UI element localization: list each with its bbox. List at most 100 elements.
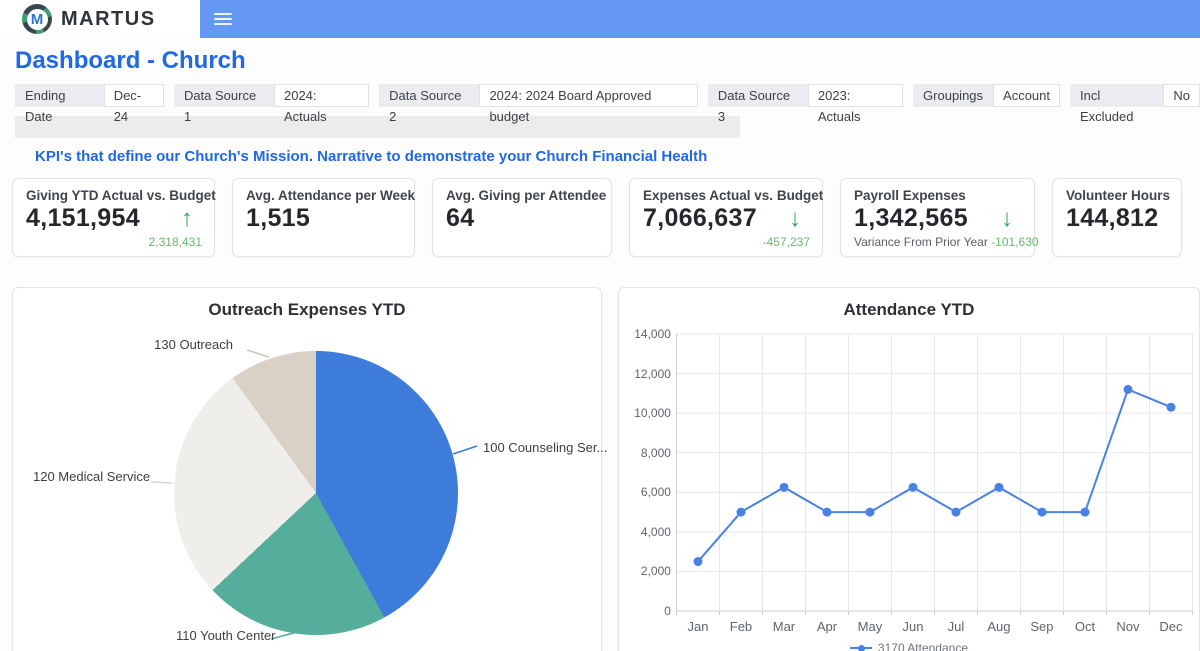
filter-chip-value: 2023: Actuals [808,84,903,107]
x-tick-label: Jul [934,619,978,634]
x-tick-label: Aug [977,619,1021,634]
line-data-point[interactable] [779,483,788,492]
kpi-card: Avg. Giving per Attendee 64 [432,178,612,257]
x-tick-label: Sep [1020,619,1064,634]
y-tick-label: 4,000 [627,525,671,539]
top-bar: M MARTUS [0,0,1200,38]
kpi-row: Giving YTD Actual vs. Budget 4,151,954 ↑… [12,178,1200,257]
y-tick-label: 14,000 [627,327,671,341]
kpi-title: Giving YTD Actual vs. Budget [26,188,203,203]
kpi-title: Payroll Expenses [854,188,1023,203]
pie-chart-card: Outreach Expenses YTD 100 Counseling Ser… [12,287,602,651]
x-tick-label: May [848,619,892,634]
filter-chip-label: Incl Excluded [1070,84,1163,107]
kpi-sub-value: -457,237 [763,235,810,249]
x-tick-label: Apr [805,619,849,634]
filter-chip-value: 2024: Actuals [274,84,369,107]
y-tick-label: 0 [627,604,671,618]
filter-chip[interactable]: Groupings Account [913,84,1060,107]
kpi-title: Avg. Attendance per Week [246,188,403,203]
kpi-card: Volunteer Hours 144,812 [1052,178,1182,257]
filter-chip[interactable]: Ending Date Dec-24 [15,84,164,107]
martus-dashboard: M MARTUS Dashboard - Church Ending Date … [0,0,1200,651]
kpi-value: 7,066,637 [643,204,757,233]
x-tick-label: Jan [676,619,720,634]
filter-chip-label: Data Source 1 [174,84,274,107]
x-tick-label: Mar [762,619,806,634]
header-bar [200,0,1200,38]
filter-chip-value: Account [993,84,1060,107]
kpi-sub-value: 2,318,431 [149,235,202,249]
filter-chip-label: Ending Date [15,84,104,107]
menu-hamburger-icon[interactable] [214,10,232,28]
kpi-card: Expenses Actual vs. Budget 7,066,637 ↓ -… [629,178,823,257]
line-data-point[interactable] [951,508,960,517]
kpi-card: Giving YTD Actual vs. Budget 4,151,954 ↑… [12,178,215,257]
pie-slice-label: 100 Counseling Ser... [483,440,607,455]
line-chart-plot[interactable] [675,330,1197,616]
line-chart-title: Attendance YTD [619,300,1199,320]
filter-chip-value: 2024: 2024 Board Approved budget [479,84,697,107]
filter-chip-value: Dec-24 [104,84,164,107]
trend-arrow-icon: ↓ [1001,205,1013,233]
filter-chip[interactable]: Data Source 3 2023: Actuals [708,84,903,107]
line-chart-card: Attendance YTD 14,000 12,000 10,000 8,000 6,… [618,287,1200,651]
brand-name: MARTUS [61,8,156,31]
filter-chip-value: No [1163,84,1200,107]
line-data-point[interactable] [693,557,702,566]
charts-row: Outreach Expenses YTD 100 Counseling Ser… [12,287,1200,651]
kpi-card: Payroll Expenses 1,342,565 ↓ Variance Fr… [840,178,1035,257]
x-tick-label: Nov [1106,619,1150,634]
filter-chip[interactable]: Data Source 1 2024: Actuals [174,84,369,107]
kpi-value: 1,515 [246,204,310,233]
kpi-value: 1,342,565 [854,204,968,233]
kpi-card: Avg. Attendance per Week 1,515 [232,178,415,257]
kpi-title: Expenses Actual vs. Budget [643,188,811,203]
line-data-point[interactable] [1123,385,1132,394]
page-title: Dashboard - Church [15,47,1200,75]
line-data-point[interactable] [1080,508,1089,517]
line-data-point[interactable] [736,508,745,517]
kpi-variance-value: -101,630 [991,235,1038,249]
kpi-value: 64 [446,204,474,233]
x-tick-label: Dec [1149,619,1193,634]
line-data-point[interactable] [1166,403,1175,412]
kpi-title: Avg. Giving per Attendee [446,188,600,203]
pie-slice-label: 120 Medical Service [33,469,150,484]
y-tick-label: 2,000 [627,564,671,578]
martus-logo-icon: M [22,4,52,34]
x-tick-label: Oct [1063,619,1107,634]
x-tick-label: Jun [891,619,935,634]
y-tick-label: 12,000 [627,367,671,381]
filter-chip-label: Data Source 3 [708,84,808,107]
line-data-point[interactable] [994,483,1003,492]
kpi-value: 4,151,954 [26,204,140,233]
filter-chip[interactable]: Data Source 2 2024: 2024 Board Approved … [379,84,698,107]
trend-arrow-icon: ↓ [789,205,801,233]
pie-chart[interactable] [174,351,458,635]
line-data-point[interactable] [908,483,917,492]
line-data-point[interactable] [865,508,874,517]
kpi-variance-label: Variance From Prior Year [854,235,988,249]
line-data-point[interactable] [822,508,831,517]
filter-chip[interactable]: Incl Excluded No [1070,84,1200,107]
pie-slice-label: 110 Youth Center [176,628,276,643]
y-tick-label: 8,000 [627,446,671,460]
kpi-variance: Variance From Prior Year -101,630 [854,235,1023,249]
legend-line-icon [850,647,872,649]
logo-m-glyph: M [27,9,48,30]
x-tick-label: Feb [719,619,763,634]
filter-chip-label: Data Source 2 [379,84,479,107]
y-tick-label: 10,000 [627,406,671,420]
chart-legend: 3170 Attendance [619,641,1199,651]
pie-slice-label: 130 Outreach [154,337,233,352]
pie-chart-title: Outreach Expenses YTD [13,300,601,320]
kpi-value: 144,812 [1066,204,1158,233]
trend-arrow-icon: ↑ [181,205,193,233]
filter-chip-label: Groupings [913,84,993,107]
brand-area: M MARTUS [0,0,200,38]
filter-chips: Ending Date Dec-24 Data Source 1 2024: A… [15,84,1200,107]
y-tick-label: 6,000 [627,485,671,499]
kpi-title: Volunteer Hours [1066,188,1170,203]
line-data-point[interactable] [1037,508,1046,517]
